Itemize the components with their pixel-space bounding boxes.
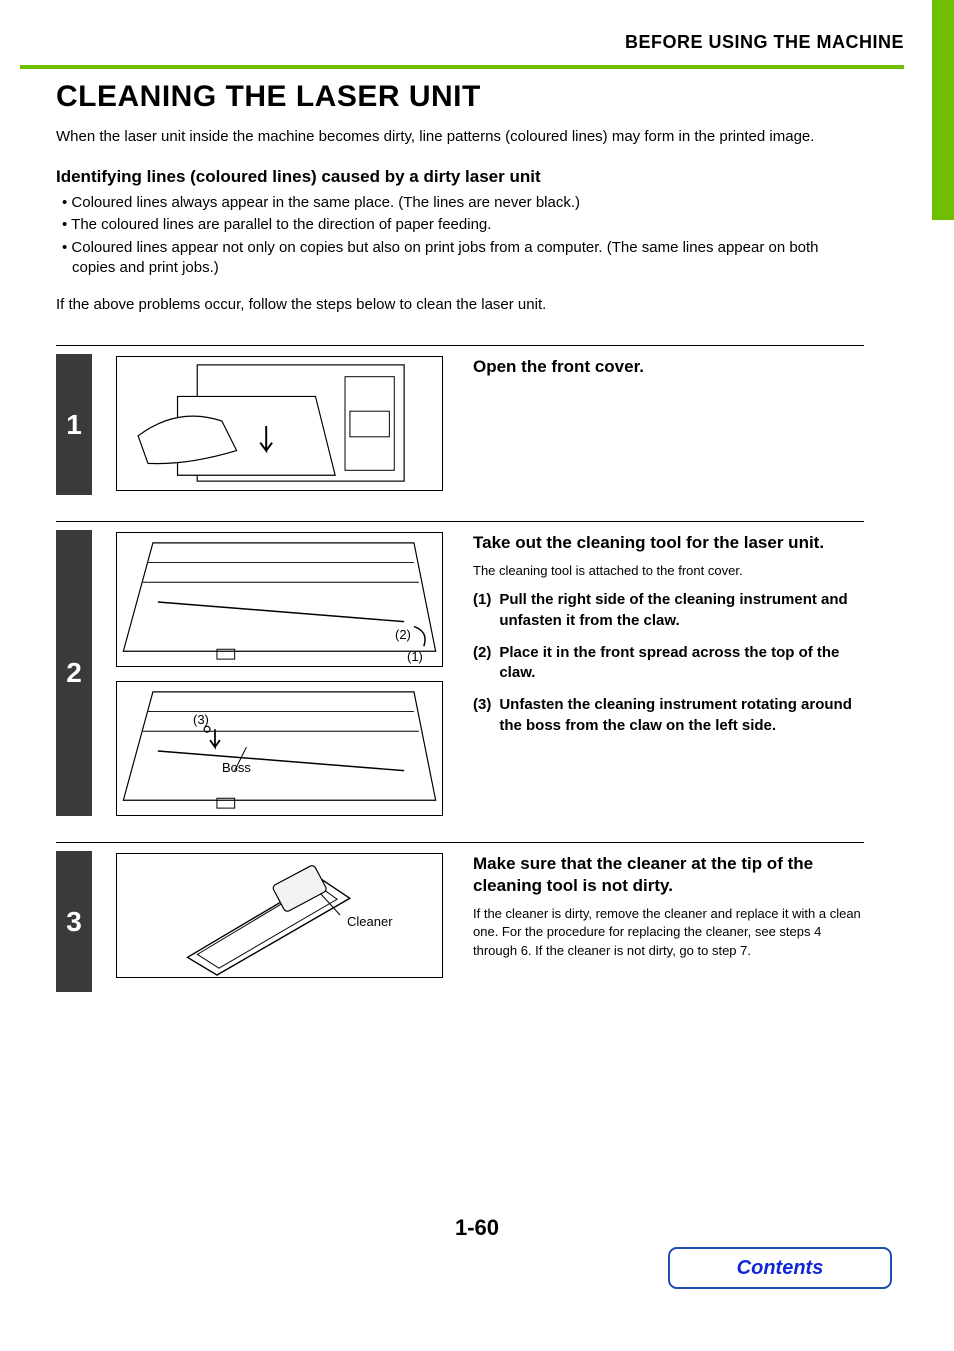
step-heading: Take out the cleaning tool for the laser…	[473, 532, 864, 554]
line-art-icon	[117, 682, 442, 815]
step-text: Make sure that the cleaner at the tip of…	[473, 853, 864, 992]
page-header: BEFORE USING THE MACHINE	[20, 32, 904, 69]
callout-3: (3)	[193, 712, 209, 727]
step-1: 1 Open the front cover.	[56, 345, 864, 495]
bullet-item: Coloured lines always appear in the same…	[62, 193, 864, 213]
intro-text: When the laser unit inside the machine b…	[56, 128, 864, 145]
step-body: Open the front cover.	[92, 346, 864, 495]
bullet-item: The coloured lines are parallel to the d…	[62, 215, 864, 235]
step-diagrams: (2) (1) (3) Boss	[92, 532, 443, 816]
ordered-item: (2) Place it in the front spread across …	[473, 643, 864, 684]
callout-boss: Boss	[222, 760, 251, 775]
callout-1: (1)	[407, 649, 423, 664]
section-title: BEFORE USING THE MACHINE	[625, 32, 904, 52]
contents-button-label: Contents	[737, 1257, 824, 1280]
step-number: 2	[56, 530, 92, 816]
step-heading: Make sure that the cleaner at the tip of…	[473, 853, 864, 897]
line-art-icon	[117, 854, 442, 977]
page-number: 1-60	[0, 1215, 954, 1241]
callout-2: (2)	[395, 627, 411, 642]
side-tab	[932, 0, 954, 220]
step-text: Open the front cover.	[473, 356, 864, 495]
callout-cleaner: Cleaner	[347, 914, 393, 929]
ordered-text: Unfasten the cleaning instrument rotatin…	[499, 695, 864, 736]
main-content: CLEANING THE LASER UNIT When the laser u…	[56, 80, 864, 1018]
subheading: Identifying lines (coloured lines) cause…	[56, 167, 864, 187]
step-3: 3 Cleaner Make sure that the cleaner at …	[56, 842, 864, 992]
line-art-icon	[117, 533, 442, 666]
step-text: Take out the cleaning tool for the laser…	[473, 532, 864, 816]
step-diagrams	[92, 356, 443, 495]
contents-button[interactable]: Contents	[668, 1247, 892, 1289]
step-detail: The cleaning tool is attached to the fro…	[473, 562, 864, 580]
step-number: 3	[56, 851, 92, 992]
ordered-num: (1)	[473, 590, 491, 631]
diagram-tool-bottom: (3) Boss	[116, 681, 443, 816]
diagram-cleaner: Cleaner	[116, 853, 443, 978]
step-detail: If the cleaner is dirty, remove the clea…	[473, 905, 864, 960]
step-body: Cleaner Make sure that the cleaner at th…	[92, 843, 864, 992]
ordered-text: Pull the right side of the cleaning inst…	[499, 590, 864, 631]
follow-text: If the above problems occur, follow the …	[56, 296, 864, 313]
ordered-list: (1) Pull the right side of the cleaning …	[473, 590, 864, 736]
bullet-list: Coloured lines always appear in the same…	[62, 193, 864, 278]
diagram-tool-top: (2) (1)	[116, 532, 443, 667]
step-body: (2) (1) (3) Boss	[92, 522, 864, 816]
ordered-num: (2)	[473, 643, 491, 684]
page-title: CLEANING THE LASER UNIT	[56, 80, 864, 114]
step-2: 2 (2) (1)	[56, 521, 864, 816]
ordered-item: (3) Unfasten the cleaning instrument rot…	[473, 695, 864, 736]
diagram-open-cover	[116, 356, 443, 491]
step-diagrams: Cleaner	[92, 853, 443, 992]
ordered-num: (3)	[473, 695, 491, 736]
ordered-text: Place it in the front spread across the …	[499, 643, 864, 684]
ordered-item: (1) Pull the right side of the cleaning …	[473, 590, 864, 631]
step-number: 1	[56, 354, 92, 495]
line-art-icon	[117, 357, 442, 490]
step-heading: Open the front cover.	[473, 356, 864, 378]
bullet-item: Coloured lines appear not only on copies…	[62, 238, 864, 279]
